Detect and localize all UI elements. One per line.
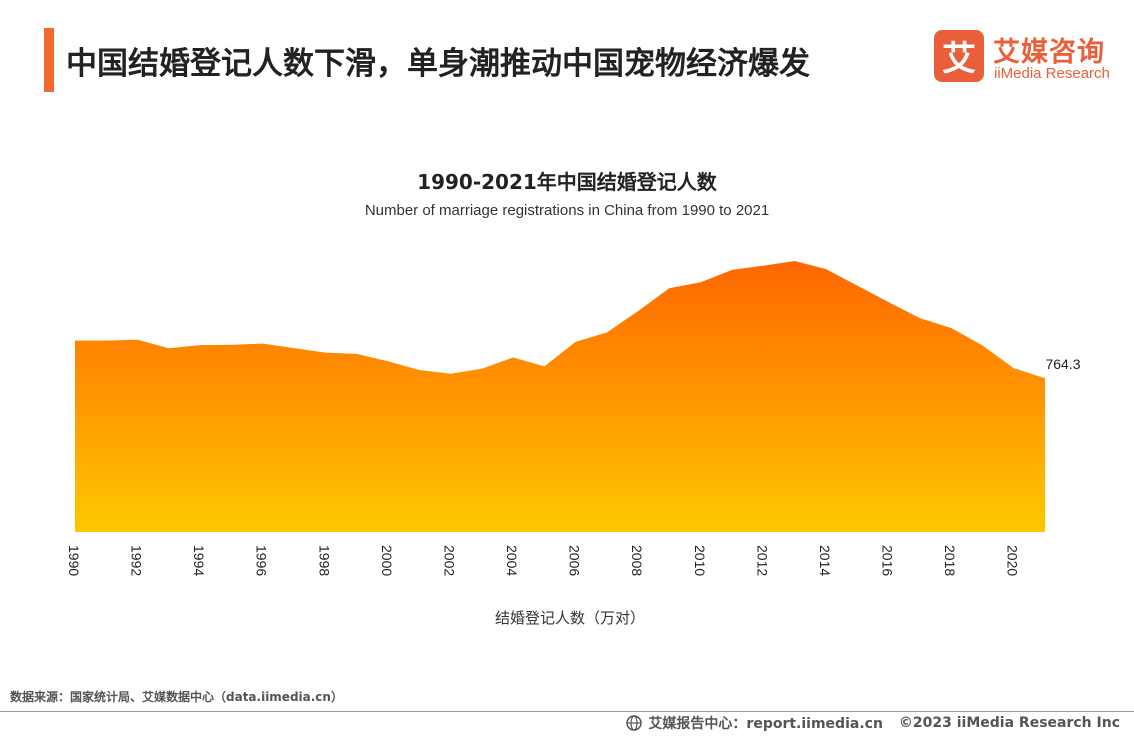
x-tick-label-2012: 2012 <box>754 545 770 576</box>
logo-mark-icon: 艾 <box>934 30 984 82</box>
chart-title: 1990-2021年中国结婚登记人数 <box>417 170 717 194</box>
x-tick-label-2008: 2008 <box>629 545 645 576</box>
x-tick-label-2014: 2014 <box>817 545 833 576</box>
x-tick-label-1992: 1992 <box>129 545 145 576</box>
x-tick-label-2016: 2016 <box>880 545 896 576</box>
x-tick-label-2000: 2000 <box>379 545 395 576</box>
series-area <box>75 261 1045 532</box>
x-tick-label-1990: 1990 <box>66 545 82 576</box>
report-center-link[interactable]: 艾媒报告中心：report.iimedia.cn <box>648 716 883 732</box>
x-axis-label: 结婚登记人数（万对） <box>495 609 645 627</box>
data-source: 数据来源：国家统计局、艾媒数据中心（data.iimedia.cn） <box>10 690 343 704</box>
logo-text-cn: 艾媒咨询 <box>993 37 1105 68</box>
x-tick-label-2006: 2006 <box>567 545 583 576</box>
globe-icon <box>626 715 643 731</box>
footer-divider <box>0 711 1134 712</box>
data-label-2021: 764.3 <box>1045 356 1080 372</box>
x-tick-label-1998: 1998 <box>316 545 332 576</box>
x-tick-label-2020: 2020 <box>1005 545 1021 576</box>
chart-subtitle: Number of marriage registrations in Chin… <box>364 202 770 219</box>
x-tick-label-2004: 2004 <box>504 545 520 576</box>
x-tick-label-2002: 2002 <box>442 545 458 576</box>
page-title: 中国结婚登记人数下滑，单身潮推动中国宠物经济爆发 <box>66 46 810 82</box>
title-accent-bar <box>44 28 54 92</box>
logo-text-en: iiMedia Research <box>994 65 1110 82</box>
footer-bar: 艾媒报告中心：report.iimedia.cn ©2023 iiMedia R… <box>626 713 1120 733</box>
x-tick-label-1994: 1994 <box>191 545 207 576</box>
x-tick-label-1996: 1996 <box>254 545 270 576</box>
x-tick-label-2010: 2010 <box>692 545 708 576</box>
copyright: ©2023 iiMedia Research Inc <box>898 715 1120 731</box>
logo-mark-glyph: 艾 <box>942 39 976 79</box>
x-tick-label-2018: 2018 <box>942 545 958 576</box>
area-chart: 1990 1992 1994 1996 1998 2000 2002 2004 2006 2008… <box>66 261 1081 627</box>
